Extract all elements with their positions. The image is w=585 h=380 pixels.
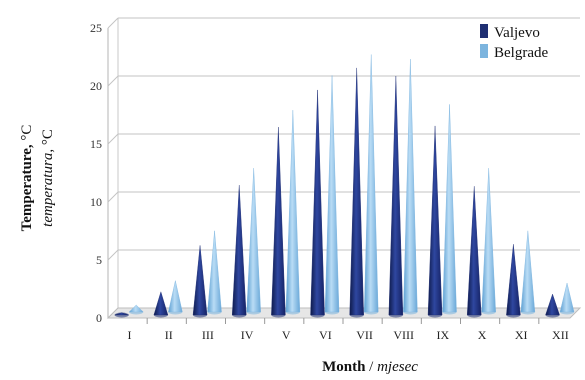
legend-swatch-belgrade [480, 44, 488, 58]
gridline-side [107, 249, 119, 261]
legend: Valjevo Belgrade [480, 24, 548, 61]
bar-belgrade [520, 230, 536, 313]
bar-belgrade [207, 230, 222, 313]
x-tick-label: XII [552, 328, 569, 342]
x-tick-label: III [202, 328, 214, 342]
legend-label-valjevo: Valjevo [494, 25, 540, 41]
bar-valjevo [506, 244, 521, 316]
x-axis-title-sep: / [365, 359, 377, 375]
bar-valjevo [271, 127, 286, 316]
bar-belgrade [559, 282, 575, 313]
bar-valjevo [153, 291, 169, 316]
bar-valjevo [466, 186, 482, 316]
bar-valjevo [388, 76, 404, 316]
y-tick-label: 0 [96, 311, 102, 325]
gridline-side [107, 133, 119, 145]
bar-belgrade [481, 168, 496, 313]
x-tick-label: IX [437, 328, 450, 342]
y-tick-label: 15 [90, 137, 102, 151]
bar-valjevo [545, 293, 560, 316]
bar-valjevo [310, 89, 325, 316]
x-axis-ticks: I II III IV V VI VII VIII IX X XI XII [128, 318, 569, 342]
x-tick-label: VI [319, 328, 332, 342]
x-tick-label: II [165, 328, 173, 342]
y-axis-title-line2-italic: temperatura, [40, 149, 56, 227]
gridline-side [107, 75, 119, 87]
bar-belgrade [442, 104, 457, 313]
y-axis-title-line2-unit: °C [40, 129, 56, 149]
y-tick-label: 20 [90, 79, 102, 93]
bar-belgrade [403, 59, 418, 313]
y-tick-label: 5 [96, 253, 102, 267]
x-tick-label: X [478, 328, 487, 342]
legend-label-belgrade: Belgrade [494, 45, 548, 61]
x-tick-label: VII [356, 328, 373, 342]
x-tick-label: VIII [393, 328, 414, 342]
x-axis-title: Month / mjesec [322, 359, 418, 375]
bar-belgrade [324, 75, 340, 313]
x-tick-label: XI [515, 328, 528, 342]
chart-floor [106, 307, 582, 319]
bar-belgrade [285, 110, 301, 313]
y-axis-title-line1: Temperature, °C [19, 125, 35, 232]
y-axis-title: Temperature, °C temperatura, °C [19, 125, 56, 232]
y-axis-title-line2: temperatura, °C [40, 129, 56, 227]
y-axis-title-line1-bold: Temperature, [19, 144, 35, 231]
y-axis-ticks: 0 5 10 15 20 25 [90, 21, 102, 325]
x-tick-label: IV [241, 328, 254, 342]
x-tick-label: V [282, 328, 291, 342]
y-tick-label: 25 [90, 21, 102, 35]
bar-valjevo [114, 312, 129, 316]
grid-lines [107, 17, 580, 319]
y-tick-label: 10 [90, 195, 102, 209]
x-tick-label: I [128, 328, 132, 342]
bar-belgrade [363, 54, 379, 313]
x-axis-title-italic: mjesec [377, 359, 418, 375]
y-axis-title-line1-unit: °C [19, 125, 35, 145]
bar-belgrade [168, 280, 183, 313]
bar-valjevo [349, 67, 364, 316]
bar-valjevo [192, 245, 208, 316]
gridline-side [107, 17, 119, 29]
x-axis-title-bold: Month [322, 359, 366, 375]
bar-belgrade [246, 168, 261, 313]
floor-plane [106, 307, 582, 319]
gridline-side [107, 191, 119, 203]
bar-valjevo [427, 125, 443, 316]
legend-swatch-valjevo [480, 24, 488, 38]
bar-marks [114, 54, 575, 318]
bar-belgrade [128, 304, 144, 313]
bar-valjevo [231, 185, 247, 316]
